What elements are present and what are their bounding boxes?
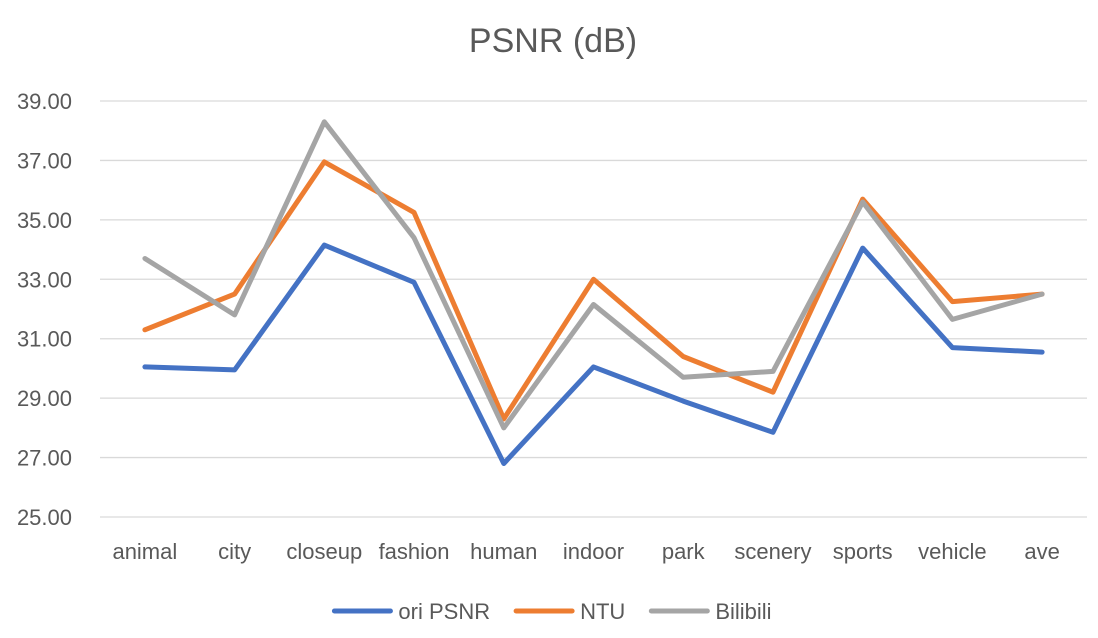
y-tick-label: 27.00 — [17, 446, 72, 471]
x-tick-label: animal — [112, 539, 177, 564]
x-tick-label: vehicle — [918, 539, 986, 564]
x-tick-label: closeup — [286, 539, 362, 564]
legend-label-0: ori PSNR — [398, 599, 490, 624]
y-tick-label: 35.00 — [17, 208, 72, 233]
x-tick-label: city — [218, 539, 251, 564]
y-tick-label: 31.00 — [17, 327, 72, 352]
series-line-0 — [142, 242, 1045, 466]
x-tick-label: ave — [1024, 539, 1059, 564]
series-line-1 — [142, 159, 1045, 422]
y-tick-label: 33.00 — [17, 267, 72, 292]
legend-label-2: Bilibili — [715, 599, 771, 624]
y-tick-label: 37.00 — [17, 148, 72, 173]
gridlines — [100, 100, 1087, 518]
legend-label-1: NTU — [580, 599, 625, 624]
x-tick-label: sports — [833, 539, 893, 564]
x-tick-label: human — [470, 539, 537, 564]
series-lines — [142, 119, 1045, 466]
x-tick-label: fashion — [379, 539, 450, 564]
x-tick-label: park — [662, 539, 706, 564]
series-line-2 — [142, 119, 1045, 431]
legend: ori PSNR NTU Bilibili — [331, 599, 772, 624]
x-tick-label: indoor — [563, 539, 624, 564]
x-tick-label: scenery — [734, 539, 811, 564]
y-tick-label: 29.00 — [17, 386, 72, 411]
y-tick-label: 25.00 — [17, 505, 72, 530]
y-axis-ticks: 25.00 27.00 29.00 31.00 33.00 35.00 37.00 39.00 — [17, 89, 72, 530]
chart-title: PSNR (dB) — [469, 22, 637, 60]
x-axis-ticks: animal city closeup fashion human indoor park s… — [112, 539, 1059, 564]
y-tick-label: 39.00 — [17, 89, 72, 114]
